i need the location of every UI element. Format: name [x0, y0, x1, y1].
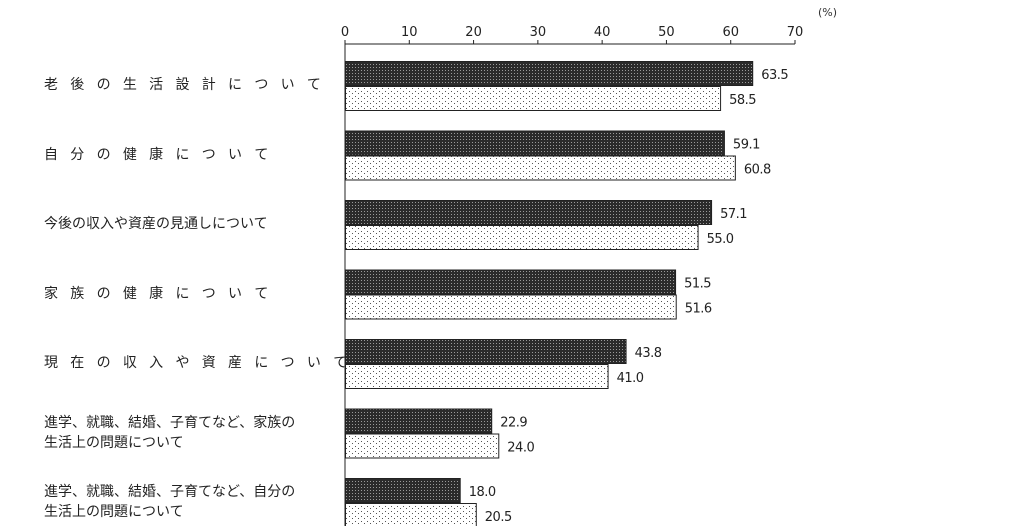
unit-label: (%)	[818, 6, 838, 19]
data-label: 24.0	[507, 441, 534, 456]
category-label: 今後の収入や資産の見通しについて	[44, 216, 268, 232]
x-tick-label: 20	[465, 25, 482, 40]
category-label: 自 分 の 健 康 に つ い て	[44, 146, 273, 163]
data-label: 18.0	[469, 485, 496, 500]
category-label: 現 在 の 収 入 や 資 産 に つ い て	[44, 355, 352, 371]
x-tick-label: 0	[341, 25, 349, 40]
data-label: 43.8	[635, 346, 662, 361]
bar-series-1	[345, 61, 754, 86]
data-label: 22.9	[500, 416, 527, 431]
category-label: 進学、就職、結婚、子育てなど、家族の	[44, 414, 296, 431]
data-label: 63.5	[761, 68, 788, 83]
x-tick-label: 60	[722, 25, 739, 40]
bar-series-1	[345, 339, 627, 364]
bar-series-1	[345, 408, 493, 434]
data-label: 55.0	[707, 232, 734, 247]
bar-series-1	[345, 478, 461, 503]
data-label: 60.8	[744, 163, 771, 178]
x-tick-label: 40	[594, 25, 611, 40]
data-label: 51.5	[684, 277, 711, 292]
category-label: 家 族 の 健 康 に つ い て	[44, 285, 273, 302]
bar-series-2	[345, 433, 500, 459]
bar-series-1	[345, 269, 677, 295]
data-label: 59.1	[733, 138, 760, 153]
bar-series-2	[345, 364, 609, 389]
x-tick-label: 10	[401, 25, 418, 40]
category-label: 生活上の問題について	[44, 434, 184, 451]
x-tick-label: 30	[530, 25, 547, 40]
x-tick-label: 70	[787, 25, 804, 40]
bar-series-2	[345, 503, 477, 526]
category-label: 老 後 の 生 活 設 計 に つ い て	[44, 77, 325, 93]
data-label: 58.5	[729, 93, 756, 108]
bar-series-2	[345, 86, 722, 111]
x-tick-label: 50	[658, 25, 675, 40]
bar-series-2	[345, 294, 677, 320]
data-label: 51.6	[685, 302, 712, 317]
data-label: 20.5	[485, 510, 512, 525]
bar-series-1	[345, 130, 725, 156]
category-label: 生活上の問題について	[44, 504, 184, 520]
data-label: 41.0	[617, 371, 644, 386]
bar-series-2	[345, 155, 736, 181]
bar-series-1	[345, 200, 713, 225]
category-label: 進学、就職、結婚、子育てなど、自分の	[44, 484, 296, 500]
bar-series-2	[345, 225, 699, 250]
data-label: 57.1	[720, 207, 747, 222]
